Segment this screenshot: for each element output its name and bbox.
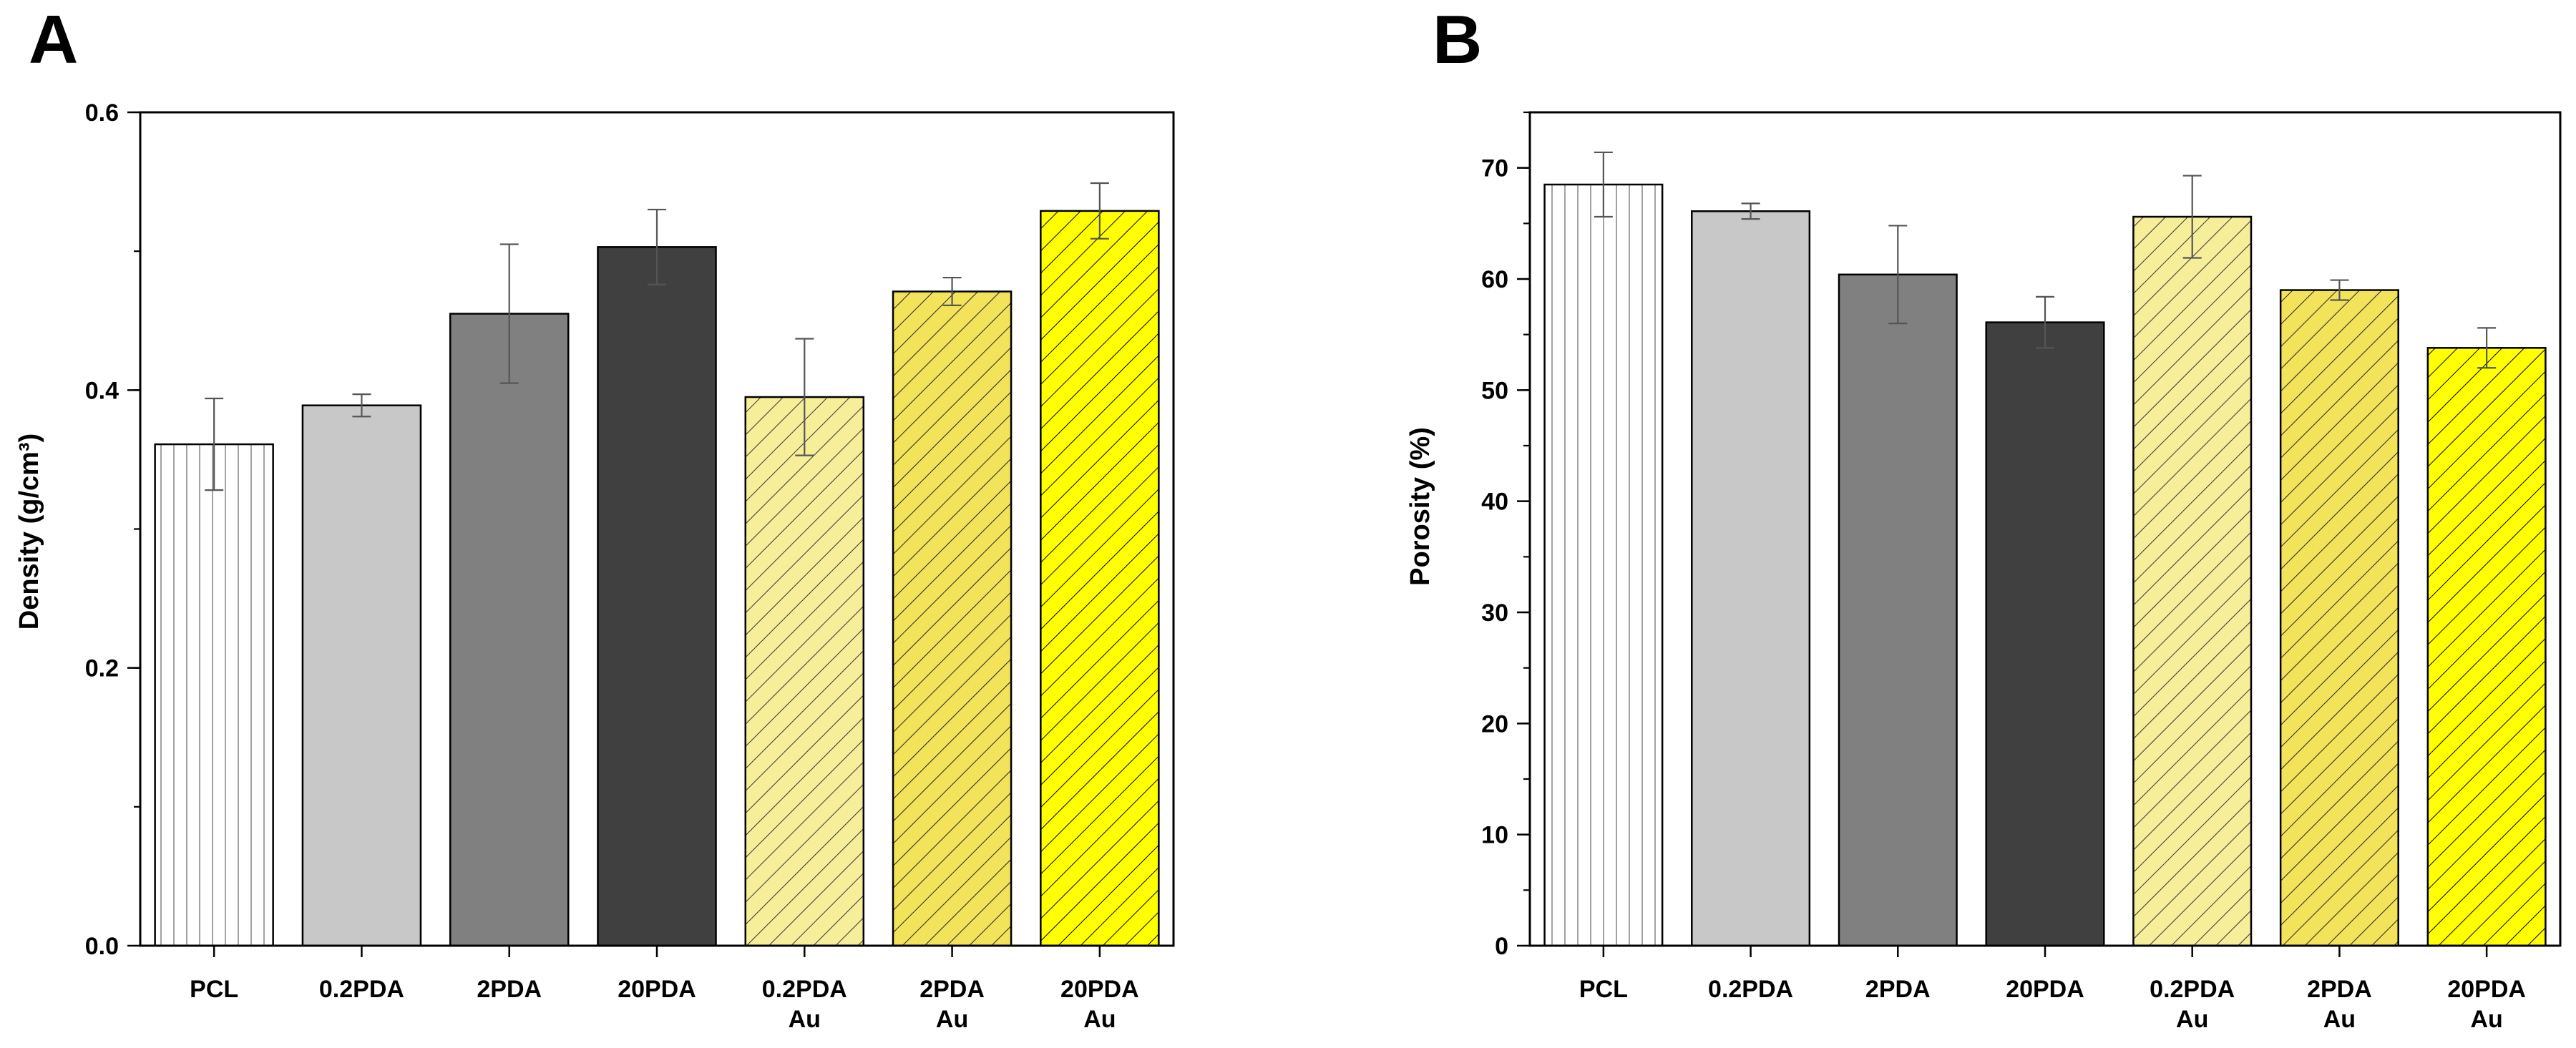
panel-label-b: B	[1433, 1, 1482, 78]
panel-label-a: A	[29, 1, 78, 78]
density-y-tick-label-0: 0.0	[85, 933, 119, 960]
porosity-bars	[1543, 183, 2547, 947]
density-category-sublabel-5: Au	[936, 1006, 968, 1033]
density-category-label-2: 2PDA	[477, 976, 542, 1003]
density-error-bar-5	[942, 276, 962, 306]
porosity-y-tick-label-2: 20	[1481, 710, 1508, 738]
density-category-label-6: 20PDA	[1060, 976, 1139, 1003]
density-bar-2	[449, 313, 570, 947]
density-error-bar-1	[352, 393, 371, 418]
density-category-sublabel-6: Au	[1083, 1006, 1116, 1033]
porosity-error-bar-5	[2330, 279, 2349, 301]
porosity-category-sublabel-6: Au	[2470, 1006, 2502, 1033]
density-error-bar-0	[205, 397, 224, 491]
porosity-bar-2	[1838, 273, 1958, 947]
density-bar-1	[301, 404, 422, 947]
porosity-category-label-5: 2PDA	[2307, 976, 2372, 1003]
density-y-tick-label-2: 0.4	[85, 377, 119, 404]
porosity-category-label-3: 20PDA	[2006, 976, 2084, 1003]
porosity-y-tick-label-4: 40	[1481, 489, 1508, 516]
density-bar-6	[1040, 210, 1160, 947]
porosity-y-tick-label-6: 60	[1481, 266, 1508, 293]
porosity-category-label-4: 0.2PDA	[2150, 976, 2235, 1003]
porosity-category-label-6: 20PDA	[2447, 976, 2526, 1003]
density-y-tick-label-3: 0.6	[85, 99, 119, 127]
porosity-y-axis-title: Porosity (%)	[1405, 427, 1435, 586]
porosity-y-tick-label-7: 70	[1481, 155, 1508, 182]
porosity-error-bars	[1594, 151, 2497, 369]
density-chart: A 0.0 0.2 0.4 0.6 PCL 0.2PDA 2PDA 20PDA 0.2PDA A…	[14, 1, 1175, 1033]
porosity-error-bar-6	[2477, 327, 2497, 369]
porosity-bar-0	[1543, 183, 1664, 947]
porosity-error-bar-1	[1741, 202, 1760, 220]
porosity-category-label-1: 0.2PDA	[1708, 976, 1793, 1003]
porosity-error-bar-4	[2182, 175, 2202, 259]
density-y-tick-label-1: 0.2	[85, 655, 119, 682]
density-bar-5	[892, 290, 1013, 947]
density-y-axis-title: Density (g/cm³)	[14, 434, 44, 630]
porosity-y-tick-label-5: 50	[1481, 377, 1508, 404]
porosity-category-label-2: 2PDA	[1865, 976, 1931, 1003]
density-category-label-4: 0.2PDA	[762, 976, 847, 1003]
density-category-label-0: PCL	[190, 976, 238, 1003]
density-error-bars	[205, 182, 1109, 491]
porosity-error-bar-2	[1888, 225, 1908, 325]
porosity-bar-5	[2279, 289, 2399, 947]
density-error-bar-6	[1090, 182, 1109, 240]
density-bars	[154, 210, 1160, 947]
porosity-category-label-0: PCL	[1579, 976, 1628, 1003]
porosity-x-categories: PCL 0.2PDA 2PDA 20PDA 0.2PDA Au 2PDA Au 20PDA Au	[1579, 946, 2526, 1033]
density-bar-4	[744, 396, 865, 947]
density-category-sublabel-4: Au	[789, 1006, 821, 1033]
porosity-bar-4	[2132, 215, 2253, 947]
density-category-label-3: 20PDA	[618, 976, 696, 1003]
porosity-chart: B 0 10 20 30 40 50 60 70 PCL 0.2PDA 2PDA 20PDA 0.2P…	[1405, 1, 2562, 1033]
density-error-bar-2	[499, 243, 519, 384]
density-error-bar-3	[648, 208, 666, 285]
porosity-error-bar-3	[2036, 295, 2054, 349]
porosity-y-ticks: 0 10 20 30 40 50 60 70	[1481, 111, 1530, 960]
porosity-y-tick-label-1: 10	[1481, 822, 1508, 849]
porosity-category-sublabel-4: Au	[2176, 1006, 2208, 1033]
density-bar-0	[154, 443, 274, 947]
porosity-bar-6	[2426, 347, 2547, 947]
porosity-category-sublabel-5: Au	[2323, 1006, 2356, 1033]
density-category-label-1: 0.2PDA	[319, 976, 404, 1003]
density-category-label-5: 2PDA	[919, 976, 985, 1003]
porosity-bar-1	[1691, 210, 1811, 947]
density-error-bar-4	[795, 338, 814, 456]
density-y-ticks: 0.0 0.2 0.4 0.6	[85, 99, 140, 960]
density-x-categories: PCL 0.2PDA 2PDA 20PDA 0.2PDA Au 2PDA Au 20PDA Au	[190, 946, 1139, 1033]
porosity-error-bar-0	[1594, 151, 1613, 218]
porosity-y-tick-label-3: 30	[1481, 599, 1508, 627]
porosity-y-tick-label-0: 0	[1495, 933, 1508, 960]
porosity-bar-3	[1985, 321, 2105, 947]
density-bar-3	[597, 246, 717, 947]
